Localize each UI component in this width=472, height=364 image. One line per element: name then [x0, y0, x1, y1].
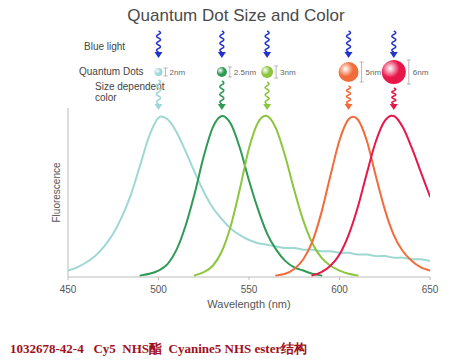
quantum-dot-group: 5nm	[339, 31, 382, 110]
emission-arrow-head	[263, 104, 271, 110]
size-bracket	[228, 67, 232, 77]
annotation-line: color	[95, 92, 117, 103]
size-bracket	[274, 66, 278, 78]
spectrum-line	[276, 117, 430, 276]
x-tick	[158, 277, 159, 280]
plot-area	[68, 116, 430, 276]
annotation: Quantum Dots	[79, 66, 143, 77]
quantum-dot-group: 2.5nm	[217, 31, 257, 110]
spectrum-line	[195, 116, 358, 276]
emission-arrow	[265, 82, 269, 104]
blue-light-arrow	[392, 31, 396, 52]
annotation-line: Quantum Dots	[79, 66, 143, 77]
blue-light-arrow	[157, 31, 161, 52]
size-label: 5nm	[366, 68, 382, 77]
x-tick-label: 500	[150, 284, 167, 295]
caption: 1032678-42-4 Cy5 NHS酯 Cyanine5 NHS ester…	[10, 341, 307, 356]
x-tick	[430, 277, 431, 280]
blue-light-arrow-head	[345, 52, 353, 58]
annotation-line: Blue light	[84, 41, 125, 52]
quantum-dot	[155, 68, 163, 76]
quantum-dot-group: 6nm	[382, 31, 429, 110]
emission-arrow-head	[390, 104, 398, 110]
title: Quantum Dot Size and Color	[127, 6, 345, 25]
x-axis-label: Wavelength (nm)	[207, 298, 290, 310]
quantum-dot	[217, 67, 227, 77]
quantum-dot	[261, 66, 273, 78]
blue-light-arrow	[347, 31, 351, 52]
x-tick-label: 600	[331, 284, 348, 295]
emission-arrow	[392, 88, 396, 104]
emission-arrow	[220, 81, 224, 104]
emission-arrow-head	[155, 104, 163, 110]
x-tick	[339, 277, 340, 280]
blue-light-arrow-head	[263, 52, 271, 58]
emission-arrow	[347, 86, 351, 104]
y-axis-label: Fluorescence	[51, 162, 62, 222]
blue-light-arrow	[265, 31, 269, 52]
x-tick-label: 450	[60, 284, 77, 295]
y-axis	[68, 108, 69, 277]
annotation: Blue light	[84, 41, 125, 52]
emission-arrow-head	[218, 104, 226, 110]
quantum-dot	[339, 62, 359, 82]
size-bracket	[164, 68, 168, 76]
blue-light-arrow-head	[218, 52, 226, 58]
annotation: Size dependentcolor	[95, 81, 165, 103]
quantum-dot-group: 2nm	[155, 31, 186, 110]
blue-light-arrow	[220, 31, 224, 52]
x-tick	[249, 277, 250, 280]
emission-arrow	[157, 80, 161, 104]
x-tick	[68, 277, 69, 280]
spectrum-line	[312, 116, 430, 276]
spectrum-line	[140, 116, 321, 275]
size-label: 6nm	[413, 68, 429, 77]
size-label: 2.5nm	[234, 68, 257, 77]
size-label: 2nm	[170, 68, 186, 77]
quantum-dot-group: 3nm	[261, 31, 296, 110]
chart: Quantum Dot Size and Color Blue light Quan…	[0, 0, 472, 364]
x-tick-label: 650	[422, 284, 439, 295]
emission-arrow-head	[345, 104, 353, 110]
blue-light-arrow-head	[390, 52, 398, 58]
x-tick-label: 550	[241, 284, 258, 295]
size-label: 3nm	[280, 68, 296, 77]
size-bracket	[407, 60, 411, 84]
annotation-line: Size dependent	[95, 81, 165, 92]
quantum-dot	[382, 60, 406, 84]
blue-light-arrow-head	[155, 52, 163, 58]
size-bracket	[360, 62, 364, 82]
